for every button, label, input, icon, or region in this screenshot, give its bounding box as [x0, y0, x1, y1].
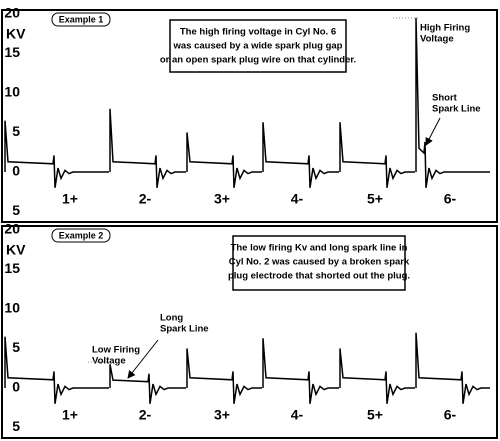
- waveform: [415, 17, 490, 188]
- y-tick-label: 0: [12, 379, 20, 395]
- annotation-line: Low Firing: [92, 345, 140, 356]
- waveform: [262, 338, 339, 404]
- annotation-line: Voltage: [420, 34, 454, 45]
- waveform: [109, 108, 186, 188]
- waveform: [339, 122, 415, 188]
- annotation-arrow: [127, 339, 159, 379]
- note-line: Cyl No. 2 was caused by a broken spark: [229, 257, 410, 268]
- y-tick-label: 5: [12, 339, 20, 355]
- annotation-line: Spark Line: [432, 104, 481, 115]
- cylinder-label: 1+: [62, 407, 78, 423]
- panel-frame: [1, 225, 498, 439]
- panel-frame: [1, 9, 498, 223]
- y-tick-label: 0: [12, 163, 20, 179]
- waveform: [4, 120, 109, 188]
- annotation-line: High Firing: [420, 23, 470, 34]
- annotation-line: Long: [160, 313, 183, 324]
- y-tick-label: 5: [12, 418, 20, 434]
- example-label: Example 2: [59, 230, 104, 240]
- waveform: [109, 364, 186, 404]
- cylinder-label: 3+: [214, 191, 230, 207]
- cylinder-label: 5+: [367, 407, 383, 423]
- note-line: plug electrode that shorted out the plug…: [228, 271, 410, 282]
- cylinder-label: 6-: [444, 407, 457, 423]
- cylinder-label: 4-: [291, 407, 304, 423]
- y-tick-label: 5: [12, 202, 20, 218]
- waveform: [186, 132, 262, 188]
- annotation-line: Short: [432, 93, 458, 104]
- y-tick-label: 15: [4, 44, 20, 60]
- y-tick-label: 20: [4, 5, 20, 21]
- example-badge: [51, 12, 111, 27]
- example-badge: [51, 228, 111, 243]
- axis-label: KV: [6, 242, 26, 258]
- cylinder-label: 4-: [291, 191, 304, 207]
- y-tick-label: 10: [4, 84, 20, 100]
- annotation-line: Voltage: [92, 356, 126, 367]
- waveform: [339, 348, 415, 404]
- cylinder-label: 1+: [62, 191, 78, 207]
- note-line: The low firing Kv and long spark line in: [231, 243, 408, 254]
- y-tick-label: 20: [4, 221, 20, 237]
- cylinder-label: 6-: [444, 191, 457, 207]
- example-label: Example 1: [59, 14, 104, 24]
- note-line: The high firing voltage in Cyl No. 6: [180, 27, 336, 38]
- waveform: [262, 122, 339, 188]
- cylinder-label: 3+: [214, 407, 230, 423]
- note-line: was caused by a wide spark plug gap: [173, 41, 343, 52]
- y-tick-label: 15: [4, 260, 20, 276]
- note-box: [169, 19, 347, 73]
- y-tick-label: 10: [4, 300, 20, 316]
- cylinder-label: 2-: [139, 191, 152, 207]
- note-box: [232, 235, 406, 291]
- waveform: [186, 348, 262, 404]
- waveform: [4, 336, 109, 404]
- y-tick-label: 5: [12, 123, 20, 139]
- annotation-line: Spark Line: [160, 324, 209, 335]
- annotation-arrow: [425, 117, 441, 146]
- waveform: [415, 332, 490, 404]
- cylinder-label: 5+: [367, 191, 383, 207]
- axis-label: KV: [6, 26, 26, 42]
- note-line: or an open spark plug wire on that cylin…: [160, 55, 356, 66]
- cylinder-label: 2-: [139, 407, 152, 423]
